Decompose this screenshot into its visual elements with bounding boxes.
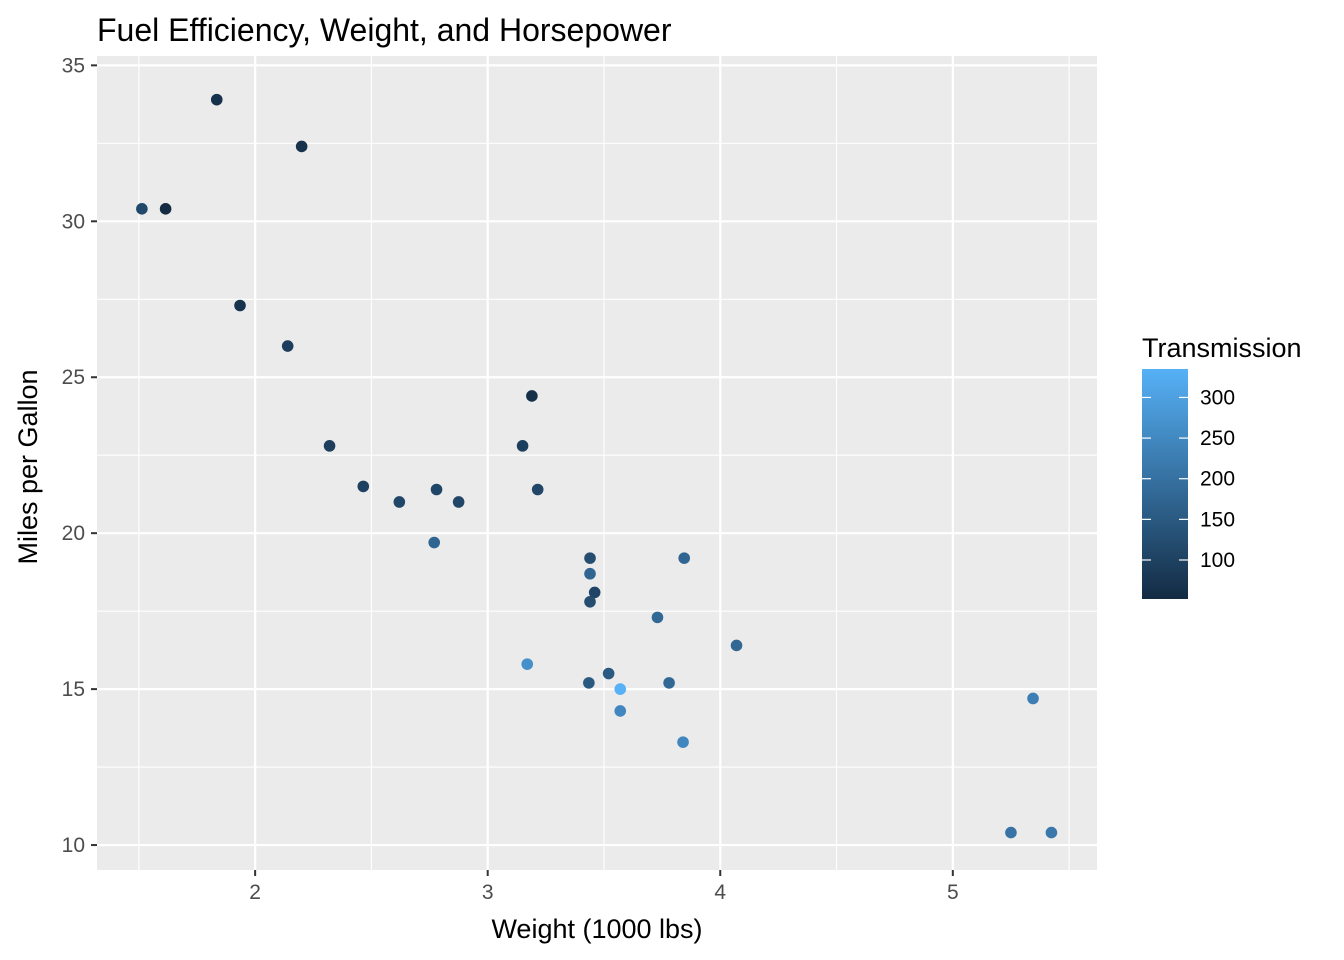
x-tick-label: 3 [482,881,494,904]
data-point [730,639,743,652]
x-tick-label: 4 [714,881,726,904]
y-axis-title: Miles per Gallon [13,369,43,564]
major-gridlines [97,56,1097,870]
data-point [159,203,172,215]
data-point [584,552,596,564]
legend-tick-label: 250 [1200,427,1235,450]
data-point [521,658,534,670]
data-point [452,496,465,508]
x-tick-label: 2 [249,881,261,904]
y-axis: 10 15 20 25 30 35 [62,54,97,857]
data-point [1005,826,1017,839]
data-point [1027,692,1039,705]
color-legend: Transmission 100 150 200 250 300 [1142,333,1302,599]
minor-gridlines [97,56,1097,870]
data-point [136,203,148,215]
data-point [281,340,294,352]
legend-tick-label: 100 [1200,549,1235,572]
y-tick-label: 25 [62,366,85,389]
data-point [1045,826,1058,839]
data-point [526,390,538,402]
x-axis-title: Weight (1000 lbs) [491,914,702,944]
data-point [614,683,627,695]
y-tick-label: 35 [62,54,85,77]
data-point [583,677,595,689]
data-point [393,496,406,508]
data-point [584,567,596,580]
legend-tick-label: 200 [1200,468,1235,491]
legend-title: Transmission [1142,333,1302,363]
y-tick-label: 20 [62,522,85,545]
data-point [677,736,689,748]
data-point [516,440,529,452]
legend-tick-label: 150 [1200,508,1235,531]
data-point [614,705,627,717]
data-point [531,483,544,496]
x-axis: 2 3 4 5 [249,870,959,904]
data-point [584,595,596,608]
data-point [602,667,615,680]
data-point [234,299,246,312]
data-point [588,586,601,599]
data-point [428,536,441,549]
data-point [357,480,370,493]
legend-colorbar [1142,369,1188,599]
data-points [136,93,1058,839]
plot-panel [97,56,1097,870]
data-point [210,93,223,106]
legend-ticks: 100 150 200 250 300 [1142,386,1235,572]
data-point [323,440,336,452]
data-point [663,677,675,689]
data-point [430,483,443,496]
data-point [295,140,308,153]
data-point [651,611,664,624]
y-tick-label: 10 [62,834,85,857]
y-tick-label: 30 [62,210,85,233]
y-tick-label: 15 [62,678,85,701]
x-tick-label: 5 [947,881,959,904]
data-point [678,552,691,564]
chart-title: Fuel Efficiency, Weight, and Horsepower [97,12,672,48]
legend-tick-label: 300 [1200,386,1235,409]
